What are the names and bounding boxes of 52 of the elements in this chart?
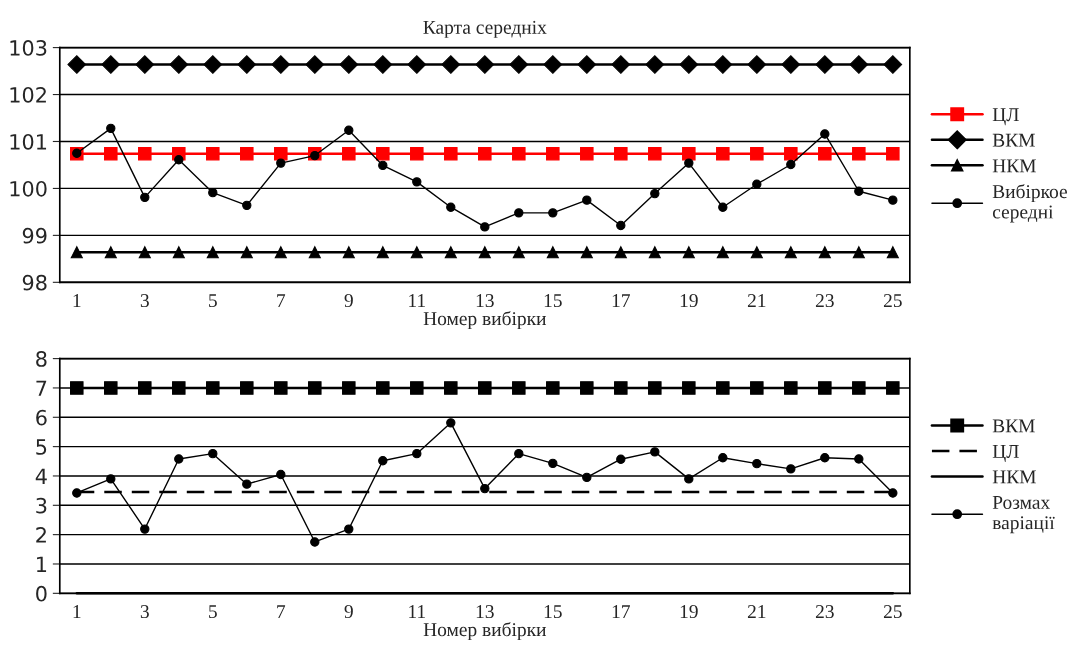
x-tick-label: 9 bbox=[344, 294, 353, 308]
x-tick-label: 11 bbox=[409, 605, 425, 618]
legend-label: НКМ bbox=[992, 470, 1036, 484]
y-tick-label: 4 bbox=[35, 468, 47, 484]
y-tick-label: 98 bbox=[22, 274, 47, 291]
x-tick-label: 15 bbox=[544, 605, 562, 619]
y-tick-label: 7 bbox=[36, 380, 47, 396]
x-tick-label: 17 bbox=[612, 605, 630, 618]
x-tick-label: 7 bbox=[277, 294, 286, 307]
legend-label: Розмах варіації bbox=[992, 496, 1055, 534]
y-tick-label: 100 bbox=[10, 180, 47, 197]
y-tick-label: 8 bbox=[36, 351, 47, 367]
legend-label: ВКМ bbox=[992, 419, 1035, 433]
x-tick-label: 5 bbox=[209, 605, 217, 619]
x-tick-label: 13 bbox=[476, 294, 494, 308]
x-tick-label: 9 bbox=[344, 605, 353, 619]
legend-label: ЦЛ bbox=[992, 445, 1019, 462]
x-axis-title: Номер вибірки bbox=[423, 622, 547, 641]
x-axis-title: Номер вибірки bbox=[423, 311, 547, 330]
x-tick-label: 1 bbox=[73, 294, 81, 307]
x-tick-label: 19 bbox=[680, 605, 698, 619]
x-tick-label: 19 bbox=[680, 294, 698, 308]
legend-label: ВКМ bbox=[992, 133, 1035, 147]
chart-title: Карта середніх bbox=[423, 20, 547, 38]
x-tick-label: 21 bbox=[747, 605, 766, 618]
x-tick-label: 23 bbox=[815, 605, 834, 619]
legend-label: НКМ bbox=[992, 159, 1036, 173]
x-tick-label: 21 bbox=[747, 294, 766, 307]
x-tick-label: 7 bbox=[277, 605, 286, 618]
y-tick-label: 103 bbox=[10, 40, 47, 56]
x-tick-label: 13 bbox=[476, 605, 494, 619]
x-tick-label: 11 bbox=[409, 294, 425, 307]
legend-label: Вибіркое середні bbox=[992, 184, 1067, 223]
y-tick-label: 99 bbox=[22, 227, 47, 244]
legend-label: ЦЛ bbox=[992, 108, 1019, 126]
y-tick-label: 3 bbox=[36, 497, 47, 514]
x-tick-label: 1 bbox=[73, 605, 81, 618]
x-tick-label: 17 bbox=[612, 294, 630, 307]
y-tick-label: 2 bbox=[36, 527, 46, 543]
y-tick-label: 5 bbox=[36, 439, 47, 455]
x-tick-label: 25 bbox=[883, 605, 902, 619]
x-tick-label: 3 bbox=[140, 605, 149, 619]
x-tick-label: 3 bbox=[140, 294, 149, 308]
x-tick-label: 5 bbox=[209, 294, 217, 308]
y-tick-label: 102 bbox=[10, 86, 46, 103]
y-tick-label: 0 bbox=[36, 585, 47, 602]
y-tick-label: 1 bbox=[37, 556, 47, 572]
y-tick-label: 6 bbox=[36, 409, 47, 426]
x-tick-label: 23 bbox=[815, 294, 834, 308]
x-tick-label: 25 bbox=[883, 294, 902, 308]
y-tick-label: 101 bbox=[10, 133, 47, 150]
x-tick-label: 15 bbox=[544, 294, 562, 308]
